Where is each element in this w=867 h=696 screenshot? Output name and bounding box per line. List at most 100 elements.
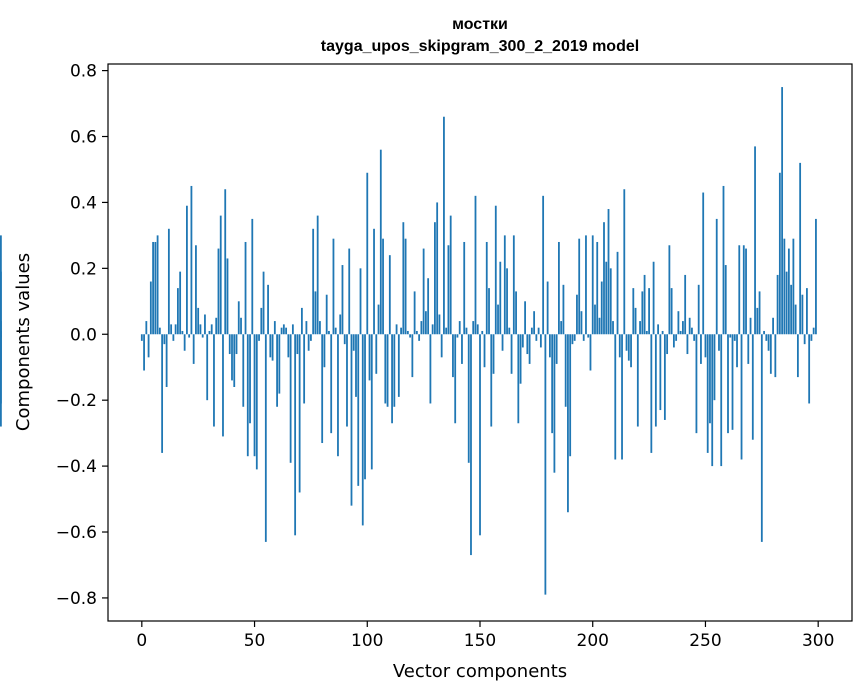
bar-255 xyxy=(715,218,718,335)
plot-frame xyxy=(107,63,853,622)
bar-131 xyxy=(436,202,439,335)
bar-141 xyxy=(458,321,461,335)
bar-51 xyxy=(255,334,258,470)
bar-134 xyxy=(443,116,445,335)
bar-72 xyxy=(303,334,306,404)
bar-83 xyxy=(328,330,330,335)
bar-60 xyxy=(276,334,278,407)
bar-107 xyxy=(382,238,384,335)
bar-74 xyxy=(307,334,310,351)
bar-125 xyxy=(422,248,425,335)
bar-82 xyxy=(325,294,328,335)
bar-231 xyxy=(661,330,664,335)
bar-90 xyxy=(343,334,346,345)
bar-33 xyxy=(215,317,218,335)
bar-235 xyxy=(670,288,673,335)
bar-99 xyxy=(364,334,366,480)
bar-5 xyxy=(152,241,154,335)
bar-187 xyxy=(562,284,565,335)
bar-269 xyxy=(747,334,750,364)
bar-297 xyxy=(810,334,813,341)
bar-296 xyxy=(808,334,811,404)
bar-146 xyxy=(470,334,472,556)
y-tick-label-0.8: 0.8 xyxy=(70,62,97,82)
bar-152 xyxy=(483,334,486,368)
bar-145 xyxy=(467,334,470,463)
bar-41 xyxy=(233,334,236,387)
bar-166 xyxy=(515,291,517,335)
bar-200 xyxy=(591,235,594,335)
bar-98 xyxy=(361,334,364,526)
y-tick-label--0.2: −0.2 xyxy=(56,391,97,411)
bar-174 xyxy=(533,311,536,335)
bar-63 xyxy=(282,324,285,335)
bar-104 xyxy=(375,334,378,374)
bar-164 xyxy=(510,334,513,374)
bar-50 xyxy=(253,334,256,457)
bar-257 xyxy=(720,334,723,467)
bar-177 xyxy=(539,334,542,348)
bar-192 xyxy=(573,334,576,341)
bar-135 xyxy=(445,327,448,335)
bar-15 xyxy=(174,324,177,335)
bar-58 xyxy=(271,334,274,361)
bar-73 xyxy=(305,321,308,335)
bar-241 xyxy=(684,274,687,335)
bar-66 xyxy=(289,334,292,463)
bar-194 xyxy=(578,238,581,335)
bar-37 xyxy=(224,189,227,335)
bar-197 xyxy=(585,235,587,335)
bar-49 xyxy=(251,218,254,335)
bar-13 xyxy=(170,324,173,335)
bar-246 xyxy=(695,334,698,434)
bar-169 xyxy=(521,334,524,348)
bar-171 xyxy=(526,334,529,355)
bar-282 xyxy=(776,274,779,335)
bar-286 xyxy=(785,271,788,335)
bar-57 xyxy=(269,334,272,358)
bar-3 xyxy=(147,334,150,358)
bar-59 xyxy=(273,321,276,335)
bar-18 xyxy=(181,330,184,335)
bar-206 xyxy=(605,261,608,335)
bar-2 xyxy=(145,321,148,335)
bar-143 xyxy=(463,241,466,335)
bar-153 xyxy=(485,241,488,335)
bar-97 xyxy=(359,268,362,335)
bar-24 xyxy=(195,245,197,335)
bar-204 xyxy=(600,281,603,335)
bar-188 xyxy=(564,334,567,407)
bar-9 xyxy=(161,334,164,453)
bar-31 xyxy=(210,324,213,335)
bar-279 xyxy=(769,334,772,374)
bar-128 xyxy=(429,334,432,404)
bar-79 xyxy=(319,321,321,335)
bar-289 xyxy=(792,238,795,335)
bar-155 xyxy=(490,334,493,427)
y-axis-label: Components values xyxy=(13,253,34,431)
bar-87 xyxy=(337,334,339,457)
bar-263 xyxy=(733,334,736,341)
bar-293 xyxy=(801,294,804,335)
bar-110 xyxy=(388,255,391,335)
bar-273 xyxy=(756,307,759,335)
bar-150 xyxy=(479,334,481,536)
bar-0 xyxy=(140,334,143,341)
bar-185 xyxy=(558,241,560,335)
bar-88 xyxy=(339,314,342,335)
bar-221 xyxy=(639,321,641,335)
bar-218 xyxy=(632,288,635,335)
bar-78 xyxy=(316,215,319,335)
bar-106 xyxy=(379,149,382,335)
bar-42 xyxy=(235,334,238,355)
bar-52 xyxy=(258,334,260,341)
bar-159 xyxy=(499,261,502,335)
bar-26 xyxy=(199,324,202,335)
y-tick-label--0.6: −0.6 xyxy=(56,523,97,543)
bar-114 xyxy=(397,334,400,397)
bar-147 xyxy=(472,321,475,335)
bar-144 xyxy=(465,327,468,335)
bar-39 xyxy=(228,334,231,355)
bar-65 xyxy=(287,334,290,358)
bar-214 xyxy=(623,189,626,335)
